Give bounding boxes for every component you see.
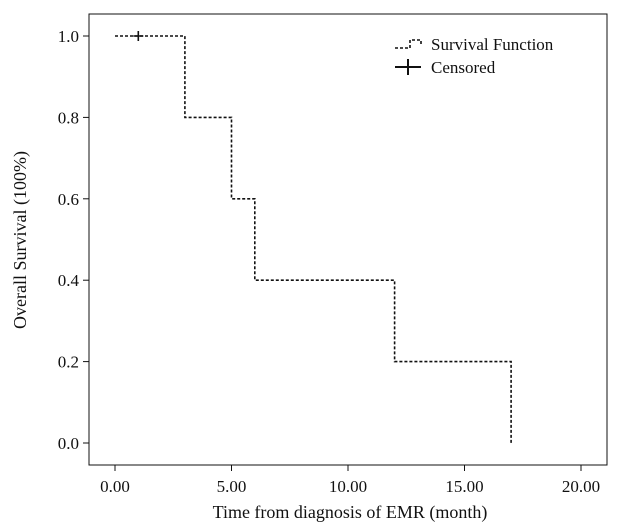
legend-censored-symbol (395, 59, 421, 75)
x-tick-label: 20.00 (562, 477, 600, 496)
plot-area (115, 31, 512, 443)
y-axis-title: Overall Survival (100%) (10, 151, 31, 329)
plot-frame (88, 13, 608, 466)
x-tick-label: 15.00 (445, 477, 483, 496)
legend-survival-label: Survival Function (431, 35, 554, 54)
x-tick-label: 0.00 (100, 477, 130, 496)
censored-marker (133, 31, 144, 41)
x-tick-label: 5.00 (217, 477, 247, 496)
y-tick-label: 0.4 (58, 271, 80, 290)
legend-survival-symbol (395, 39, 422, 49)
y-tick-label: 0.2 (58, 353, 79, 372)
x-axis-title: Time from diagnosis of EMR (month) (213, 502, 488, 523)
y-tick-label: 0.0 (58, 434, 79, 453)
y-tick-label: 0.6 (58, 190, 79, 209)
legend-censored-label: Censored (431, 58, 496, 77)
y-tick-label: 1.0 (58, 27, 79, 46)
x-axis: 0.00 5.00 10.00 15.00 20.00 (100, 465, 600, 496)
legend: Survival Function Censored (395, 35, 554, 77)
y-tick-label: 0.8 (58, 108, 79, 127)
x-tick-label: 10.00 (329, 477, 367, 496)
y-axis: 0.0 0.2 0.4 0.6 0.8 1.0 (58, 27, 89, 453)
survival-function-line (115, 35, 512, 443)
